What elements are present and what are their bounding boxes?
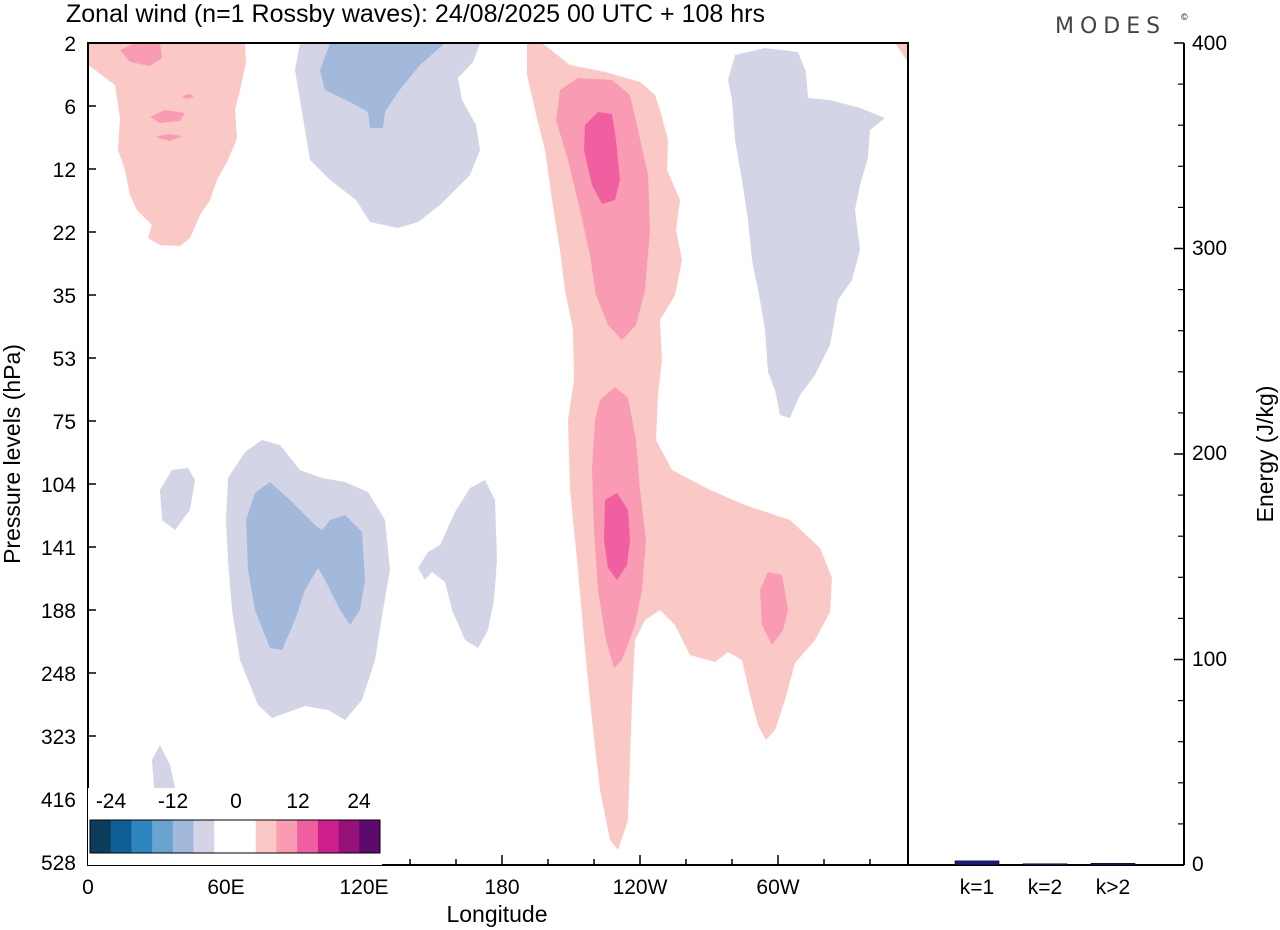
contour-negative-medium-upper: [320, 43, 445, 128]
pressure-axis: 2 6 12 22 35 53 75 104 141 188 248 323 4…: [0, 33, 96, 875]
contour-positive-strong-upper: [584, 112, 620, 204]
x-tick-label-120w: 120W: [613, 876, 668, 899]
colorbar-swatch-9: [276, 820, 298, 853]
energy-bar-k2: [1022, 863, 1068, 866]
contour-field: [88, 43, 908, 850]
contour-positive-medium-top-left: [120, 43, 162, 66]
y-tick-label-35: 35: [53, 285, 76, 308]
colorbar-label-minus24: -24: [96, 790, 127, 813]
colorbar-label-12: 12: [286, 790, 309, 813]
y-tick-label-104: 104: [41, 474, 76, 497]
y-tick-label-416: 416: [41, 789, 76, 812]
longitude-axis: 0 60E 120E 180 120W 60W Longitude: [82, 855, 871, 927]
contour-negative-weak-upper-east: [728, 48, 885, 418]
energy-axis-title: Energy (J/kg): [1252, 386, 1278, 523]
energy-bar-k1: [954, 860, 1000, 866]
energy-axis-minor-ticks: [1178, 83, 1184, 825]
y-tick-label-6: 6: [64, 96, 76, 119]
contour-positive-strong-lower: [604, 493, 630, 580]
contour-negative-weak-middle-blob: [160, 468, 195, 530]
x-tick-label-60w: 60W: [756, 876, 799, 899]
y-tick-label-75: 75: [53, 411, 76, 434]
energy-tick-label-400: 400: [1192, 32, 1227, 55]
y-tick-label-141: 141: [41, 537, 76, 560]
colorbar-swatch-8: [255, 820, 277, 853]
colorbar-swatch-2: [131, 820, 153, 853]
energy-category-k-gt-2: k>2: [1096, 876, 1130, 899]
y-tick-label-248: 248: [41, 663, 76, 686]
colorbar-swatch-7: [235, 820, 257, 853]
colorbar-swatch-5: [193, 820, 215, 853]
energy-tick-label-200: 200: [1192, 442, 1227, 465]
y-tick-label-2: 2: [64, 33, 76, 56]
chart-title: Zonal wind (n=1 Rossby waves): 24/08/202…: [66, 0, 765, 28]
longitude-axis-title: Longitude: [446, 901, 547, 927]
contour-positive-medium-stripe-2: [155, 134, 182, 141]
colorbar-swatch-6: [214, 820, 236, 853]
energy-category-k1: k=1: [960, 876, 994, 899]
contour-positive-weak-top-right-edge: [895, 43, 908, 62]
x-tick-label-60e: 60E: [207, 876, 244, 899]
contour-negative-weak-middle-dateline: [418, 480, 497, 648]
energy-panel: 0 100 200 300 400 Energy (J/kg) k=1 k=2 …: [908, 32, 1278, 899]
contour-positive-medium-dot: [182, 94, 194, 99]
y-tick-label-528: 528: [41, 852, 76, 875]
colorbar-label-24: 24: [347, 790, 371, 813]
energy-tick-label-0: 0: [1192, 853, 1204, 876]
y-tick-label-188: 188: [41, 600, 76, 623]
colorbar-swatch-11: [317, 820, 339, 853]
y-tick-label-22: 22: [53, 222, 76, 245]
logo-copyright-mark: ©: [1181, 12, 1188, 22]
y-tick-label-12: 12: [53, 159, 76, 182]
y-tick-label-53: 53: [53, 348, 76, 371]
x-tick-label-180: 180: [484, 876, 519, 899]
contour-positive-medium-small-east: [760, 572, 788, 645]
colorbar-frame: [89, 819, 381, 854]
contour-positive-weak-upper-left: [88, 43, 246, 246]
y-tick-label-323: 323: [41, 726, 76, 749]
colorbar-label-0: 0: [230, 790, 242, 813]
colorbar-swatch-12: [338, 820, 360, 853]
pressure-axis-title: Pressure levels (hPa): [0, 344, 25, 564]
colorbar-legend: -24 -12 0 12 24: [88, 788, 382, 865]
colorbar-swatch-13: [359, 820, 381, 853]
contour-positive-medium-stripe-1: [150, 110, 185, 123]
energy-tick-label-100: 100: [1192, 648, 1227, 671]
colorbar-swatch-0: [90, 820, 112, 853]
contour-negative-medium-middle: [246, 482, 365, 650]
energy-category-k2: k=2: [1028, 876, 1062, 899]
contour-plot-frame: [87, 42, 909, 866]
colorbar-label-minus12: -12: [158, 790, 188, 813]
energy-axis-major-ticks: [1174, 42, 1184, 866]
x-tick-label-0: 0: [82, 876, 94, 899]
colorbar-swatch-4: [172, 820, 194, 853]
modes-logo: MODES: [1055, 14, 1166, 39]
colorbar-swatches: [90, 820, 381, 853]
energy-bar-k-gt-2: [1090, 863, 1136, 866]
colorbar-swatch-10: [297, 820, 319, 853]
x-tick-label-120e: 120E: [339, 876, 388, 899]
energy-tick-label-300: 300: [1192, 237, 1227, 260]
colorbar-swatch-1: [110, 820, 132, 853]
colorbar-swatch-3: [152, 820, 174, 853]
contour-positive-medium-upper-core: [556, 78, 650, 340]
